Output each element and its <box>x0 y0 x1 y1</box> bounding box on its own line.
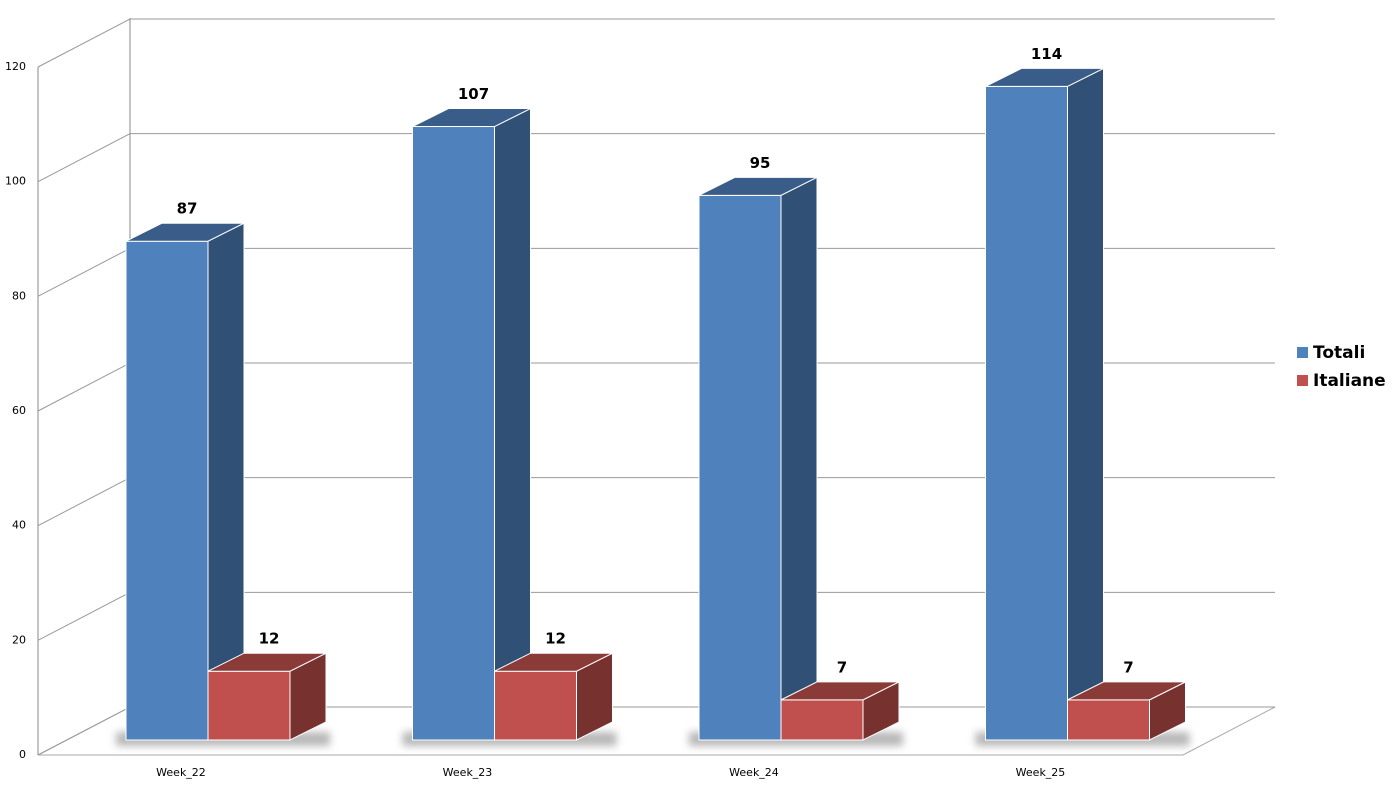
value-label: 114 <box>1031 45 1062 63</box>
bar-front <box>412 126 495 741</box>
bar <box>698 176 818 741</box>
value-label: 7 <box>837 658 847 676</box>
y-tick-label: 100 <box>5 175 26 188</box>
bar <box>412 107 531 741</box>
value-label: 107 <box>458 85 489 103</box>
bar-top <box>412 108 531 128</box>
y-tick-label: 60 <box>12 404 26 417</box>
value-label: 95 <box>750 154 771 172</box>
x-tick-label: Week_22 <box>156 766 206 779</box>
bar-front <box>207 670 291 741</box>
y-tick-label: 80 <box>12 289 26 302</box>
x-tick-label: Week_25 <box>1016 766 1066 779</box>
bar <box>207 652 327 741</box>
bar-front <box>494 670 577 741</box>
bar-front <box>698 194 782 741</box>
grid-line <box>37 133 1275 183</box>
bar-top <box>494 652 613 672</box>
y-tick-label: 0 <box>19 748 26 761</box>
x-tick-label: Week_23 <box>443 766 493 779</box>
value-label: 7 <box>1123 658 1133 676</box>
legend-swatch <box>1297 375 1308 386</box>
x-tick-label: Week_24 <box>729 766 779 779</box>
y-tick-label: 40 <box>12 519 26 532</box>
bar-front <box>125 240 209 741</box>
bar-top <box>698 176 818 196</box>
value-label: 12 <box>259 630 280 648</box>
y-tick-label: 120 <box>5 60 26 73</box>
grid-line <box>37 18 1275 68</box>
bar <box>780 681 900 741</box>
bar-front <box>1067 699 1150 741</box>
bar <box>494 652 613 741</box>
value-label: 12 <box>545 630 566 648</box>
bar <box>1067 681 1186 741</box>
bar <box>985 67 1104 741</box>
bar-side <box>780 176 818 741</box>
legend-label: Italiane <box>1313 371 1386 391</box>
bar-top <box>985 67 1104 87</box>
bar-side <box>494 107 531 741</box>
legend-label: Totali <box>1313 343 1365 363</box>
bar <box>125 222 245 741</box>
value-label: 87 <box>177 200 198 218</box>
bar-top <box>780 681 900 701</box>
bar-top <box>207 652 327 672</box>
y-tick-label: 20 <box>12 633 26 646</box>
bar-top <box>1067 681 1186 701</box>
legend-swatch <box>1297 347 1308 358</box>
bar-front <box>985 85 1068 741</box>
bar-front <box>780 699 864 741</box>
bar-top <box>125 222 245 242</box>
bar-side <box>1067 67 1104 741</box>
